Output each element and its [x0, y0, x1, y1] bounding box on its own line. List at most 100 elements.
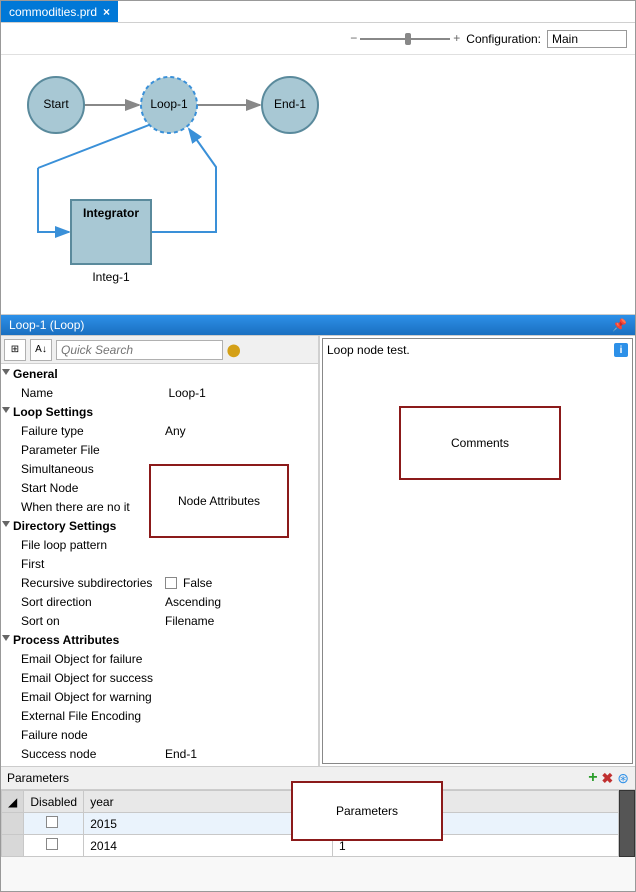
prop-key: Email Object for success: [1, 671, 165, 685]
prop-value[interactable]: ⬤Loop-1: [165, 386, 318, 400]
checkbox-icon[interactable]: [165, 577, 177, 589]
config-label: Configuration:: [466, 32, 541, 46]
prop-value-text: 0: [165, 462, 172, 476]
prop-row[interactable]: Sort directionAscending: [1, 592, 318, 611]
cell-year[interactable]: 2014: [84, 835, 333, 857]
prop-key: First: [1, 557, 165, 571]
tab-close-icon[interactable]: ×: [103, 5, 110, 19]
prop-category[interactable]: Retry Settings: [1, 763, 318, 766]
prop-row[interactable]: Start Node: [1, 478, 318, 497]
parameters-table[interactable]: ◢Disabledyearmodel2015020141: [1, 790, 619, 857]
comment-textarea[interactable]: Loop node test. i: [322, 338, 633, 764]
info-icon[interactable]: i: [614, 343, 628, 357]
prop-row[interactable]: Simultaneous0: [1, 459, 318, 478]
prop-key: File loop pattern: [1, 538, 165, 552]
prop-key: Failure type: [1, 424, 165, 438]
prop-value[interactable]: Filename: [165, 614, 318, 628]
prop-value[interactable]: 0: [165, 462, 318, 476]
pin-icon[interactable]: 📌: [612, 318, 627, 332]
key-icon: ⬤: [227, 343, 240, 357]
section-title-bar: Loop-1 (Loop) 📌: [1, 315, 635, 335]
config-row: − + Configuration:: [1, 23, 635, 55]
disabled-checkbox[interactable]: [46, 816, 58, 828]
flow-node-label: Start: [43, 97, 69, 111]
row-selector[interactable]: [2, 813, 24, 835]
prop-value-text: Filename: [165, 614, 214, 628]
zoom-slider[interactable]: − +: [350, 33, 460, 45]
parameters-header: Parameters + ✖ ⊛: [1, 767, 635, 790]
props-toolbar: ⊞ A↓ ⬤: [1, 336, 318, 364]
prop-category[interactable]: Directory Settings: [1, 516, 318, 535]
cell-year[interactable]: 2015: [84, 813, 333, 835]
prop-category[interactable]: General: [1, 364, 318, 383]
prop-key: Sort direction: [1, 595, 165, 609]
search-input[interactable]: [56, 340, 223, 360]
table-header[interactable]: model: [333, 791, 619, 813]
prop-value-text: False: [183, 576, 212, 590]
prop-value-text: Ascending: [165, 595, 221, 609]
cell-model[interactable]: 1: [333, 835, 619, 857]
cell-disabled[interactable]: [24, 813, 84, 835]
prop-key: When there are no it: [1, 500, 165, 514]
table-header[interactable]: Disabled: [24, 791, 84, 813]
prop-category[interactable]: Loop Settings: [1, 402, 318, 421]
plus-icon: +: [453, 31, 460, 45]
property-grid[interactable]: GeneralName⬤Loop-1Loop SettingsFailure t…: [1, 364, 318, 766]
prop-value-text: End-1: [165, 747, 197, 761]
prop-value[interactable]: Ascending: [165, 595, 318, 609]
refresh-icon[interactable]: ⊛: [617, 770, 629, 787]
prop-row[interactable]: Failure typeAny: [1, 421, 318, 440]
table-header[interactable]: year: [84, 791, 333, 813]
tab-title: commodities.prd: [9, 5, 97, 19]
flow-node-title: Integrator: [83, 206, 139, 220]
prop-row[interactable]: First: [1, 554, 318, 573]
prop-key: Failure node: [1, 728, 165, 742]
prop-row[interactable]: Success nodeEnd-1: [1, 744, 318, 763]
row-selector[interactable]: [2, 835, 24, 857]
prop-key: Simultaneous: [1, 462, 165, 476]
comment-text: Loop node test.: [327, 343, 410, 357]
prop-row[interactable]: External File Encoding: [1, 706, 318, 725]
edge: [151, 129, 216, 232]
prop-row[interactable]: Name⬤Loop-1: [1, 383, 318, 402]
prop-row[interactable]: Recursive subdirectories False: [1, 573, 318, 592]
prop-key: Start Node: [1, 481, 165, 495]
prop-row[interactable]: When there are no it: [1, 497, 318, 516]
categorize-button[interactable]: ⊞: [4, 339, 26, 361]
cell-disabled[interactable]: [24, 835, 84, 857]
prop-value[interactable]: Any: [165, 424, 318, 438]
prop-key: Parameter File: [1, 443, 165, 457]
table-row[interactable]: 20141: [2, 835, 619, 857]
prop-row[interactable]: Email Object for success: [1, 668, 318, 687]
delete-row-icon[interactable]: ✖: [602, 770, 614, 787]
flow-node-sublabel: Integ-1: [92, 270, 130, 284]
prop-row[interactable]: Failure node: [1, 725, 318, 744]
slider-thumb[interactable]: [405, 33, 411, 45]
parameters-scrollbar[interactable]: [619, 790, 635, 857]
sort-button[interactable]: A↓: [30, 339, 52, 361]
prop-row[interactable]: File loop pattern: [1, 535, 318, 554]
prop-key: External File Encoding: [1, 709, 165, 723]
prop-value-text: Loop-1: [168, 386, 205, 400]
prop-key: Sort on: [1, 614, 165, 628]
parameters-section: Parameters + ✖ ⊛ ◢Disabledyearmodel20150…: [1, 767, 635, 857]
prop-value[interactable]: End-1: [165, 747, 318, 761]
file-tab[interactable]: commodities.prd ×: [1, 1, 118, 22]
add-row-icon[interactable]: +: [588, 769, 597, 787]
config-select[interactable]: [547, 30, 627, 48]
table-corner[interactable]: ◢: [2, 791, 24, 813]
disabled-checkbox[interactable]: [46, 838, 58, 850]
prop-value[interactable]: False: [165, 576, 318, 590]
prop-key: Email Object for failure: [1, 652, 165, 666]
cell-model[interactable]: 0: [333, 813, 619, 835]
flow-node-label: End-1: [274, 97, 306, 111]
prop-row[interactable]: Email Object for warning: [1, 687, 318, 706]
prop-row[interactable]: Sort onFilename: [1, 611, 318, 630]
comments-panel: Loop node test. i: [320, 336, 635, 766]
table-row[interactable]: 20150: [2, 813, 619, 835]
prop-key: Recursive subdirectories: [1, 576, 165, 590]
flowchart-canvas[interactable]: StartLoop-1End-1IntegratorInteg-1: [1, 55, 635, 315]
prop-row[interactable]: Email Object for failure: [1, 649, 318, 668]
prop-row[interactable]: Parameter File: [1, 440, 318, 459]
prop-category[interactable]: Process Attributes: [1, 630, 318, 649]
